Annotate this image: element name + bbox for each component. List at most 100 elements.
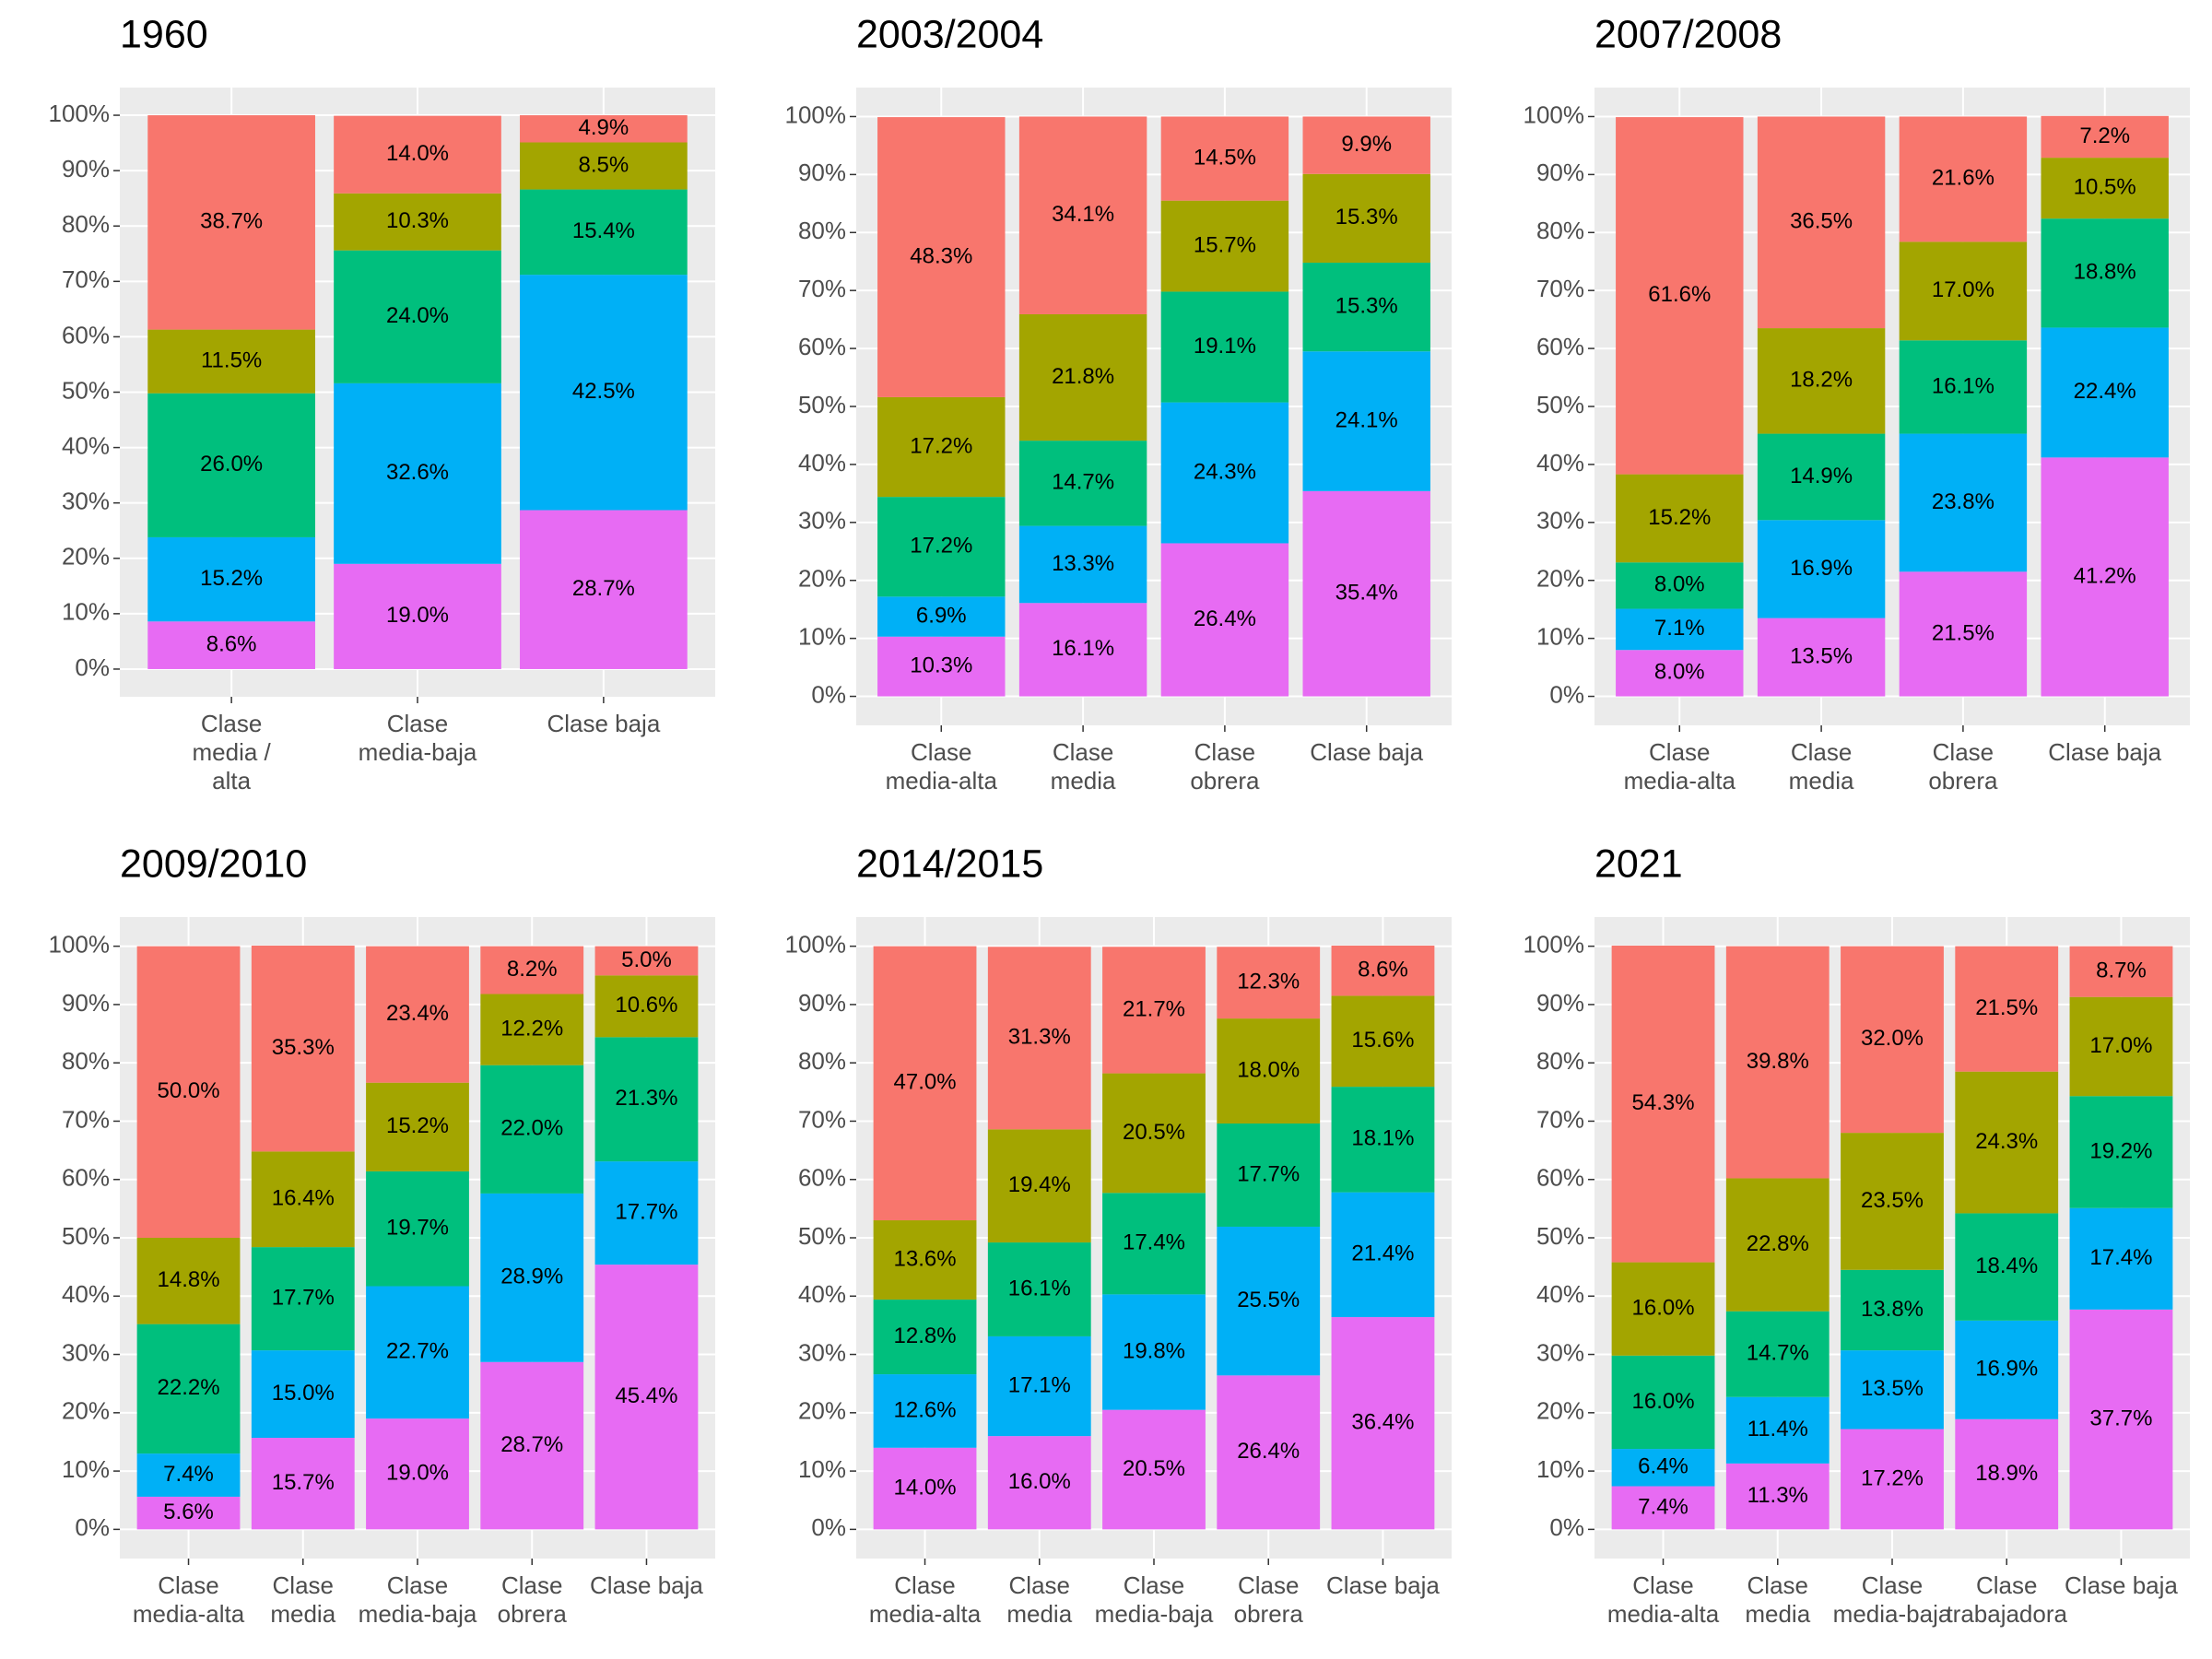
bar-segment	[1616, 562, 1744, 609]
value-label: 54.3%	[1632, 1090, 1695, 1115]
value-label: 8.7%	[2096, 959, 2147, 983]
bar-segment	[520, 275, 688, 511]
value-label: 22.8%	[1747, 1231, 1809, 1256]
value-label: 15.0%	[272, 1381, 335, 1406]
y-tick-label: 20%	[62, 1397, 110, 1425]
panel-title: 2003/2004	[856, 12, 1043, 56]
value-label: 50.0%	[158, 1078, 220, 1103]
bar-segment	[2041, 158, 2169, 219]
y-tick-label: 60%	[62, 1164, 110, 1192]
bar-segment	[1018, 441, 1147, 526]
value-label: 21.6%	[1932, 166, 1994, 191]
y-tick-label: 80%	[62, 210, 110, 238]
bar-segment	[1955, 946, 2059, 1072]
bar-segment	[1955, 1213, 2059, 1321]
bar-segment	[366, 1171, 469, 1287]
bar-segment	[1841, 946, 1944, 1134]
bar-segment	[1616, 474, 1744, 563]
value-label: 16.9%	[1975, 1357, 2038, 1382]
value-label: 14.7%	[1052, 470, 1114, 495]
x-tick-label: Clase obrera	[1190, 738, 1260, 794]
bar-segment	[877, 117, 1006, 397]
value-label: 21.3%	[615, 1086, 677, 1111]
y-tick-label: 0%	[811, 680, 846, 708]
value-label: 61.6%	[1648, 282, 1711, 307]
x-tick-label: Clase media	[1788, 738, 1854, 794]
value-label: 10.3%	[910, 653, 972, 677]
bar-segment	[1331, 946, 1435, 996]
value-label: 15.7%	[272, 1470, 335, 1495]
bar-segment	[1217, 947, 1321, 1019]
value-label: 13.8%	[1861, 1297, 1924, 1322]
bar-segment	[136, 946, 241, 1238]
y-tick-label: 50%	[798, 391, 846, 418]
bar-segment	[147, 621, 315, 669]
bar-segment	[1757, 520, 1886, 618]
bar-segment	[987, 1335, 1091, 1437]
value-label: 22.0%	[500, 1116, 563, 1141]
y-tick-label: 80%	[798, 217, 846, 244]
bar-segment	[2069, 1309, 2173, 1530]
y-tick-label: 10%	[1536, 1455, 1584, 1483]
value-label: 11.5%	[201, 347, 262, 372]
value-label: 23.8%	[1932, 489, 1994, 514]
value-label: 32.0%	[1861, 1026, 1924, 1051]
value-label: 10.6%	[615, 993, 677, 1018]
value-label: 12.8%	[894, 1324, 957, 1348]
bar-segment	[1899, 433, 2028, 572]
y-tick-label: 20%	[1536, 1397, 1584, 1425]
value-label: 7.4%	[1638, 1494, 1688, 1519]
y-tick-label: 30%	[62, 488, 110, 515]
y-tick-label: 0%	[75, 1513, 110, 1541]
bar-segment	[1611, 1262, 1715, 1356]
value-label: 41.2%	[2074, 563, 2136, 588]
bar-segment	[480, 1065, 584, 1194]
bar-segment	[1160, 543, 1289, 697]
y-tick-label: 30%	[798, 1338, 846, 1366]
value-label: 35.4%	[1335, 581, 1398, 606]
value-label: 36.5%	[1790, 209, 1853, 234]
x-tick-label: Clase media-alta	[868, 1571, 982, 1628]
value-label: 7.2%	[2079, 124, 2130, 148]
bar-segment	[1725, 1396, 1830, 1464]
y-tick-label: 10%	[798, 623, 846, 651]
value-label: 17.2%	[910, 433, 972, 458]
value-label: 8.6%	[1358, 958, 1408, 982]
bar-segment	[1725, 1463, 1830, 1530]
bar-segment	[251, 1350, 355, 1439]
value-label: 19.7%	[386, 1216, 449, 1241]
y-tick-label: 60%	[798, 1164, 846, 1192]
bar-segment	[2069, 946, 2173, 997]
value-label: 12.6%	[894, 1397, 957, 1422]
value-label: 15.3%	[1335, 205, 1398, 229]
y-tick-label: 100%	[49, 100, 111, 127]
bar-segment	[480, 994, 584, 1065]
value-label: 7.4%	[163, 1462, 214, 1487]
bar-segment	[1841, 1269, 1944, 1351]
bar-segment	[1757, 328, 1886, 434]
bar-segment	[877, 596, 1006, 637]
y-tick-label: 80%	[1536, 1047, 1584, 1075]
value-label: 16.1%	[1932, 373, 1994, 398]
value-label: 8.2%	[507, 957, 558, 982]
y-tick-label: 0%	[1549, 1513, 1584, 1541]
x-tick-label: Clase obrera	[497, 1571, 567, 1628]
bar-segment	[1302, 262, 1430, 352]
bar-segment	[594, 946, 699, 976]
value-label: 19.2%	[2089, 1138, 2152, 1163]
value-label: 13.3%	[1052, 551, 1114, 576]
value-label: 15.7%	[1194, 232, 1256, 257]
value-label: 28.7%	[500, 1432, 563, 1457]
y-tick-label: 100%	[785, 931, 847, 959]
y-tick-label: 10%	[1536, 623, 1584, 651]
bar-segment	[1217, 1123, 1321, 1227]
value-label: 13.6%	[894, 1246, 957, 1271]
value-label: 22.7%	[386, 1339, 449, 1364]
value-label: 16.1%	[1008, 1276, 1071, 1300]
y-tick-label: 50%	[1536, 391, 1584, 418]
bar-segment	[877, 497, 1006, 597]
bar-segment	[1841, 1133, 1944, 1270]
bar-segment	[1725, 946, 1830, 1179]
